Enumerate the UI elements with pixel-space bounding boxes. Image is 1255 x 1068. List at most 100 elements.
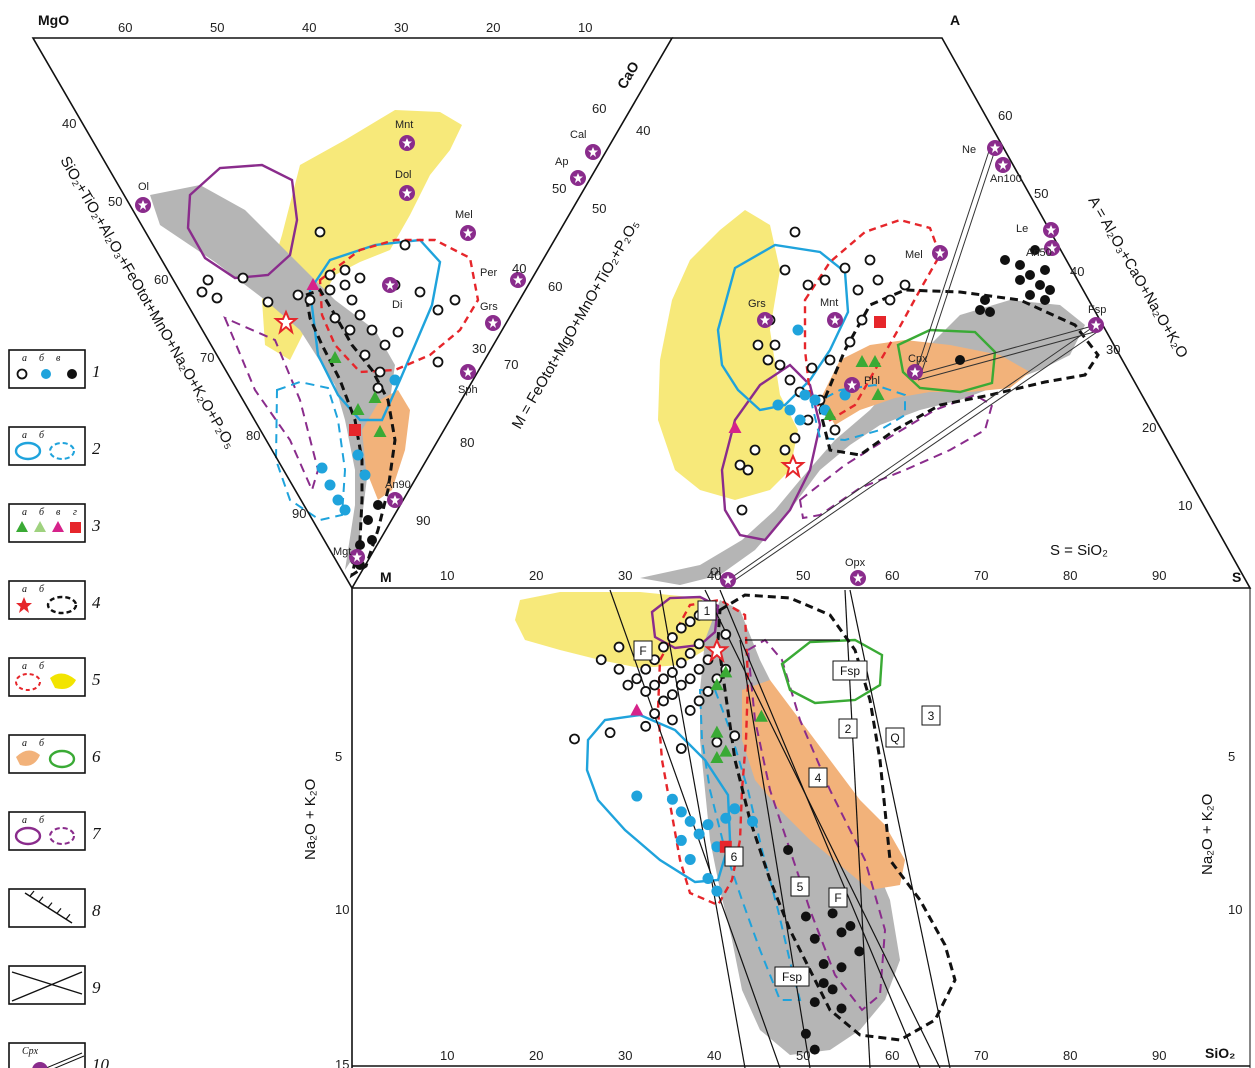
ternary-green-triangle <box>868 355 882 367</box>
field-label-3: 3 <box>928 709 935 723</box>
black-circle-point <box>809 933 820 944</box>
red-dashed-right <box>803 218 942 422</box>
ternary-black-point <box>1025 270 1035 280</box>
ternary-white-point <box>844 336 856 348</box>
mineral-label-Grs: Grs <box>748 298 766 310</box>
ternary-white-point <box>784 374 796 386</box>
legend-sub-5-0: а <box>22 661 27 672</box>
green-triangle-point <box>719 665 733 678</box>
white-circle-point <box>684 705 696 716</box>
tick-left-50: 50 <box>108 194 122 209</box>
white-circle-point <box>684 648 696 659</box>
tick-ms-50: 50 <box>796 568 810 583</box>
purple-outline-right <box>720 363 822 542</box>
white-circle-point <box>693 695 705 707</box>
ternary-blue-point <box>359 469 371 481</box>
ternary-blue-point <box>799 389 811 401</box>
ternary-white-point <box>314 226 326 238</box>
field-box-6 <box>724 846 744 867</box>
tick-ms-90: 90 <box>1152 568 1166 583</box>
tick-left-90: 90 <box>292 506 306 521</box>
tick-mgo-40: 40 <box>302 20 316 35</box>
legend-number-8: 8 <box>92 901 101 920</box>
ternary-white-point <box>779 264 791 276</box>
mineral-star-An100 <box>998 160 1008 170</box>
ternary-white-point <box>742 464 754 476</box>
mineral-star-An90 <box>390 495 400 505</box>
legend-orange-field <box>16 750 40 766</box>
white-circle-point <box>675 679 687 691</box>
ternary-black-point <box>373 500 383 510</box>
magenta-triangle-point <box>630 703 644 716</box>
corner-s: S <box>1232 569 1241 585</box>
white-circle-point <box>729 730 741 742</box>
legend-purple-dashed <box>49 827 75 845</box>
white-circle-point <box>720 628 732 640</box>
ternary-white-point <box>211 292 223 304</box>
field-box-2 <box>838 718 858 739</box>
corner-mgo: MgO <box>38 12 69 28</box>
green-triangle-point <box>710 678 724 691</box>
mineral-label-Ne: Ne <box>962 144 976 156</box>
legend-red-star <box>16 597 32 613</box>
legend-number-7: 7 <box>92 824 102 843</box>
mineral-label-Cpx: Cpx <box>908 353 928 365</box>
legend-number-2: 2 <box>92 439 101 458</box>
white-circle-point <box>649 708 660 720</box>
tie-line-ol-fsp <box>727 324 1097 581</box>
mineral-label-Fsp: Fsp <box>1088 304 1106 316</box>
ternary-white-point <box>372 382 384 394</box>
mineral-star-Grs <box>488 318 498 328</box>
mineral-star-Dol <box>402 188 412 198</box>
white-circle-point <box>667 632 678 643</box>
ternary-green-triangle <box>368 391 382 403</box>
ternary-green-triangle <box>328 351 342 363</box>
ternary-white-point <box>449 294 461 306</box>
mineral-star-Ol <box>138 200 148 210</box>
tick-ms-20: 20 <box>529 568 543 583</box>
ternary-white-point <box>824 354 836 366</box>
corner-sio2: SiO₂ <box>1205 1045 1235 1061</box>
blue-dot-point <box>693 828 705 840</box>
ternary-black-point <box>1045 285 1055 295</box>
ternary-black-point <box>1035 280 1045 290</box>
purple-outline-tas <box>650 595 720 650</box>
legend-number-4: 4 <box>92 593 101 612</box>
blue-dot-point <box>729 803 741 815</box>
mineral-star-Le <box>1046 225 1056 235</box>
tick-cao-50: 50 <box>552 181 566 196</box>
ternary-white-point <box>366 324 378 336</box>
legend-sub-7-0: а <box>22 815 27 826</box>
mineral-label-Le: Le <box>1016 223 1028 235</box>
mineral-label-An100: An100 <box>990 173 1022 185</box>
tick-tas-y-15: 15 <box>335 1057 349 1068</box>
ternary-white-point <box>736 504 748 516</box>
white-circle-point <box>693 638 705 650</box>
tie-line-cpx-fsp <box>914 324 1097 376</box>
legend-number-5: 5 <box>92 670 101 689</box>
white-circle-point <box>667 714 678 726</box>
ternary-blue-point <box>792 324 804 336</box>
legend-number-9: 9 <box>92 978 101 997</box>
ternary-black-point <box>355 540 365 550</box>
mineral-star-Phl <box>847 380 857 390</box>
tas-y-title-left: Na₂O + K₂O <box>302 779 319 860</box>
field-box-F <box>828 887 848 908</box>
legend-tick-mark <box>56 908 62 914</box>
legend-sub-1-2: в <box>56 353 61 364</box>
black-circle-point <box>836 962 847 973</box>
legend-number-3: 3 <box>91 516 101 535</box>
legend-sub-4-0: а <box>22 584 27 595</box>
ternary-white-point <box>852 284 864 296</box>
field-label-Fsp: Fsp <box>782 970 802 984</box>
field-label-F: F <box>834 891 841 905</box>
white-circle-point <box>675 657 687 669</box>
field-box-Fsp <box>832 660 868 681</box>
s-label: S = SiO₂ <box>1050 542 1108 559</box>
ternary-white-point <box>354 309 366 321</box>
field-box-4 <box>808 767 828 788</box>
tas-line-4 <box>739 639 811 1068</box>
field-label-2: 2 <box>845 722 852 736</box>
tick-labels: 60 50 40 30 20 10 40 50 60 70 80 90 60 50 40 30 40 50 60 70… <box>62 20 1242 1068</box>
